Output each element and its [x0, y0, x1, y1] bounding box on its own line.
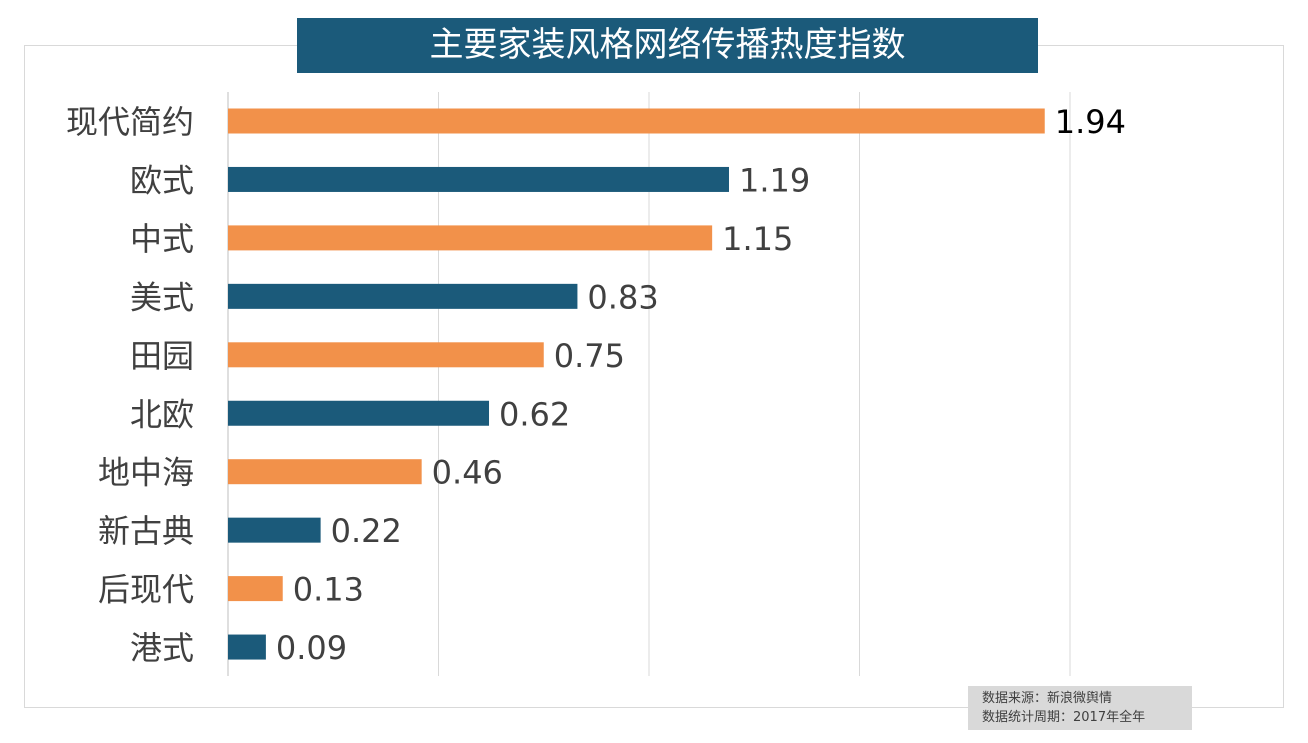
- bar: [228, 576, 283, 602]
- value-label: 0.75: [554, 337, 625, 375]
- category-label: 现代简约: [66, 103, 194, 141]
- value-label: 0.46: [432, 454, 503, 492]
- category-label: 后现代: [98, 571, 194, 609]
- value-label: 1.94: [1055, 103, 1126, 141]
- value-label: 0.22: [331, 512, 402, 550]
- bar: [228, 400, 490, 426]
- category-label: 欧式: [130, 161, 194, 199]
- category-label: 田园: [130, 337, 194, 375]
- bar: [228, 225, 713, 251]
- bar: [228, 459, 422, 485]
- value-label: 0.62: [499, 395, 570, 433]
- category-label: 美式: [130, 278, 194, 316]
- bar: [228, 283, 578, 309]
- category-label: 新古典: [98, 512, 194, 550]
- bar: [228, 108, 1045, 134]
- value-label: 0.09: [276, 629, 347, 667]
- value-label: 1.19: [739, 161, 810, 199]
- bar: [228, 517, 321, 543]
- value-label: 0.13: [293, 571, 364, 609]
- source-line-1: 数据来源：新浪微舆情: [982, 691, 1113, 706]
- bar: [228, 634, 266, 660]
- chart-title: 主要家装风格网络传播热度指数: [297, 18, 1038, 73]
- source-line-2: 数据统计周期：2017年全年: [982, 710, 1146, 725]
- value-label: 0.83: [587, 278, 658, 316]
- category-label: 港式: [130, 629, 194, 667]
- value-label: 1.15: [722, 220, 793, 258]
- bar: [228, 342, 544, 368]
- bar: [228, 166, 729, 192]
- source-note: 数据来源：新浪微舆情 数据统计周期：2017年全年: [968, 686, 1192, 730]
- category-label: 地中海: [98, 454, 194, 492]
- category-label: 中式: [130, 220, 194, 258]
- category-label: 北欧: [130, 395, 194, 433]
